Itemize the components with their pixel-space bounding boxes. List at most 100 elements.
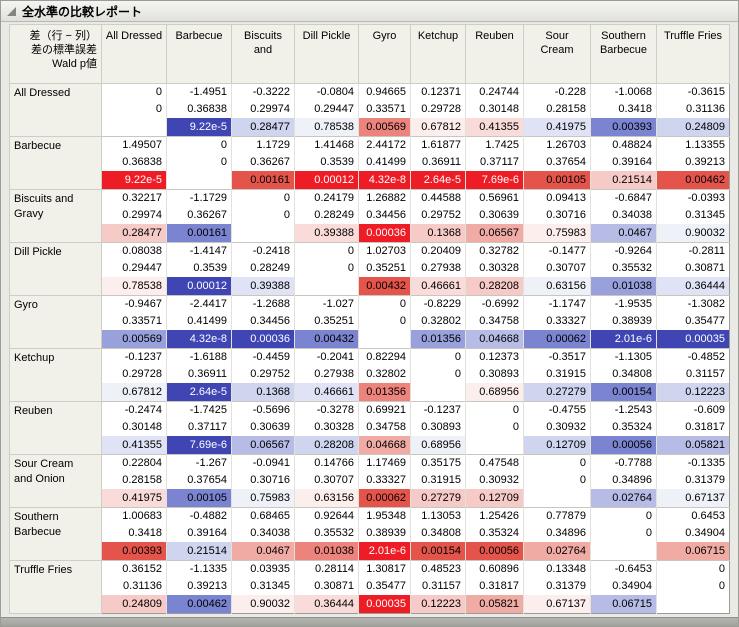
pvalue-cell: 0.01356 [358, 383, 411, 402]
diff-cell: 0.94665 [358, 83, 411, 101]
report-title: 全水準の比較レポート [22, 4, 143, 19]
diff-cell: -0.3222 [231, 83, 295, 101]
diff-cell: 1.00683 [101, 507, 167, 525]
se-cell: 0.30707 [294, 472, 359, 489]
diff-cell: 1.61877 [410, 136, 466, 154]
se-cell: 0.29447 [101, 260, 167, 277]
report-title-bar[interactable]: 全水準の比較レポート [1, 1, 738, 22]
se-cell: 0.31157 [656, 366, 730, 383]
se-cell: 0.30328 [294, 419, 359, 436]
pvalue-cell: 0.41355 [465, 118, 524, 137]
pvalue-cell: 0.00462 [166, 595, 232, 614]
se-cell: 0.34456 [358, 207, 411, 224]
pvalue-cell: 0.63156 [523, 277, 591, 296]
table-row: Southern Barbecue 1.00683 -0.4882 0.68465 0.… [9, 507, 730, 561]
column-header: Truffle Fries [656, 24, 730, 84]
pvalue-cell: 0.27279 [410, 489, 466, 508]
se-cell: 0 [465, 419, 524, 436]
pvalue-cell: 0.90032 [231, 595, 295, 614]
diff-cell: 0.24179 [294, 189, 359, 207]
row-label: Biscuits and Gravy [9, 189, 102, 243]
table-row: 0.41355 7.69e-6 0.06567 0.28208 0.04668 0.689… [10, 436, 730, 455]
column-header: Barbecue [166, 24, 232, 84]
table-row: 9.22e-5 0.00161 0.00012 4.32e-8 2.64e-5 7.69e… [10, 171, 730, 190]
diff-cell: -0.4852 [656, 348, 730, 366]
se-cell: 0.28158 [523, 101, 591, 118]
diff-cell: -0.1477 [523, 242, 591, 260]
se-cell: 0 [358, 313, 411, 330]
pvalue-cell: 7.69e-6 [465, 171, 524, 190]
se-cell: 0 [590, 525, 657, 542]
se-cell: 0.28249 [294, 207, 359, 224]
row-label: Reuben [9, 401, 102, 455]
pvalue-cell: 0.00154 [410, 542, 466, 561]
pvalue-cell: 0.63156 [294, 489, 359, 508]
diff-cell: -1.4147 [166, 242, 232, 260]
disclosure-triangle-icon[interactable] [7, 6, 16, 16]
window-bottom-edge [1, 617, 738, 626]
se-cell: 0.33571 [358, 101, 411, 118]
diff-cell: 0.08038 [101, 242, 167, 260]
pvalue-cell: 2.01e-6 [590, 330, 657, 349]
corner-header-line: 差（行 − 列） [29, 30, 97, 42]
diff-cell: -1.6188 [166, 348, 232, 366]
se-cell: 0.35324 [465, 525, 524, 542]
pvalue-cell [294, 277, 359, 296]
se-cell: 0.37654 [523, 154, 591, 171]
pvalue-cell: 0.00393 [101, 542, 167, 561]
table-row: 0.36838 0 0.36267 0.3539 0.41499 0.36911 0.371… [10, 154, 730, 171]
diff-cell: 0 [465, 401, 524, 419]
diff-cell: -0.6453 [590, 560, 657, 578]
se-cell: 0.29447 [294, 101, 359, 118]
se-cell: 0.28249 [231, 260, 295, 277]
pvalue-cell: 0.12709 [523, 436, 591, 455]
se-cell: 0.34038 [590, 207, 657, 224]
diff-cell: 0.22804 [101, 454, 167, 472]
pvalue-cell [465, 436, 524, 455]
se-cell: 0.30148 [101, 419, 167, 436]
se-cell: 0.29728 [410, 101, 466, 118]
diff-cell: 1.17469 [358, 454, 411, 472]
pvalue-cell: 0.06567 [231, 436, 295, 455]
se-cell: 0.29728 [101, 366, 167, 383]
diff-cell: -0.609 [656, 401, 730, 419]
pvalue-cell: 0.46661 [410, 277, 466, 296]
se-cell: 0.33571 [101, 313, 167, 330]
row-label: Dill Pickle [9, 242, 102, 296]
pvalue-cell: 0.24809 [656, 118, 730, 137]
pvalue-cell: 2.64e-5 [166, 383, 232, 402]
diff-cell: -1.9535 [590, 295, 657, 313]
se-cell: 0.29974 [231, 101, 295, 118]
se-cell: 0.31915 [523, 366, 591, 383]
pvalue-cell: 0.01038 [590, 277, 657, 296]
pvalue-cell: 0.36444 [294, 595, 359, 614]
diff-cell: 0 [294, 242, 359, 260]
se-cell: 0.36838 [166, 101, 232, 118]
diff-cell: -1.267 [166, 454, 232, 472]
se-cell: 0.31157 [410, 578, 466, 595]
diff-cell: -2.4417 [166, 295, 232, 313]
table-row: 0.00393 0.21514 0.0467 0.01038 2.01e-6 0.0015… [10, 542, 730, 561]
pvalue-cell: 0.28477 [101, 224, 167, 243]
pvalue-cell: 9.22e-5 [101, 171, 167, 190]
diff-cell: -0.2811 [656, 242, 730, 260]
pvalue-cell [358, 330, 411, 349]
se-cell: 0.29974 [101, 207, 167, 224]
diff-cell: 1.02703 [358, 242, 411, 260]
diff-cell: 0.82294 [358, 348, 411, 366]
pvalue-cell: 0.41975 [101, 489, 167, 508]
diff-cell: -0.9264 [590, 242, 657, 260]
pvalue-cell: 0.46661 [294, 383, 359, 402]
diff-cell: 1.25426 [465, 507, 524, 525]
pvalue-cell: 0.00393 [590, 118, 657, 137]
pvalue-cell: 0.00056 [590, 436, 657, 455]
diff-cell: -0.2041 [294, 348, 359, 366]
se-cell: 0.34038 [231, 525, 295, 542]
se-cell: 0 [101, 101, 167, 118]
pvalue-cell: 0.21514 [590, 171, 657, 190]
pvalue-cell [166, 171, 232, 190]
diff-cell: 0 [101, 83, 167, 101]
diff-cell: 0 [410, 348, 466, 366]
diff-cell: -1.4951 [166, 83, 232, 101]
pvalue-cell: 0.01356 [410, 330, 466, 349]
